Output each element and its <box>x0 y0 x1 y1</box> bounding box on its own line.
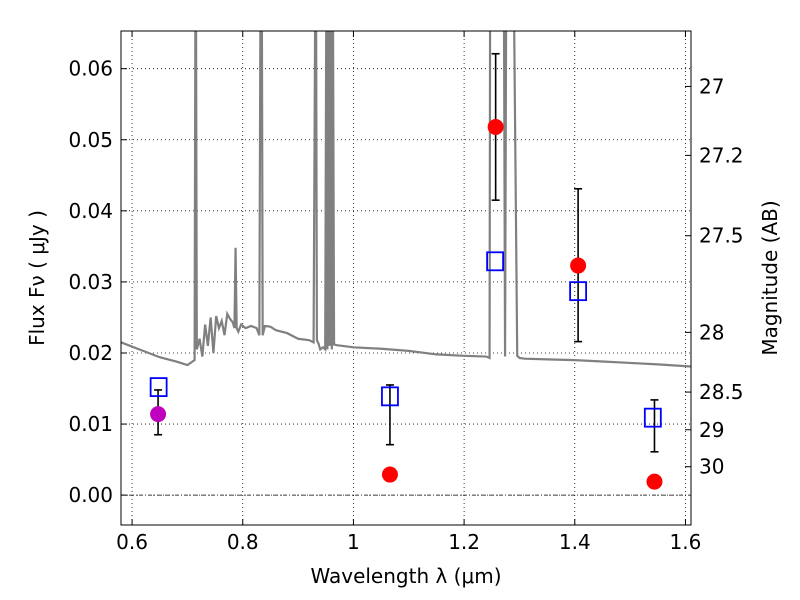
data-point <box>381 466 398 483</box>
data-point <box>646 473 663 490</box>
y-tick-label: 0.06 <box>68 57 113 81</box>
y-tick-label: 0.03 <box>68 270 113 294</box>
y-tick-label: 0.01 <box>68 412 113 436</box>
model-point <box>486 251 504 272</box>
data-point <box>570 257 587 274</box>
x-tick-label: 1.2 <box>448 530 480 554</box>
axis-ticks: 0.6 0.8 1 1.2 1.4 1.6 0.00 0.01 0.02 0.03 0.04 0.05… <box>68 31 744 554</box>
right-tick-label: 27.2 <box>699 143 744 167</box>
x-tick-label: 0.6 <box>116 530 148 554</box>
x-tick-label: 1 <box>347 530 360 554</box>
model-point <box>569 281 588 302</box>
y-tick-label: 0.02 <box>68 341 113 365</box>
right-tick-label: 28 <box>699 320 724 344</box>
right-tick-label: 29 <box>699 418 724 442</box>
model-point <box>381 386 399 407</box>
right-tick-label: 27 <box>699 74 724 98</box>
x-tick-label: 0.8 <box>227 530 259 554</box>
right-tick-label: 27.5 <box>699 224 744 248</box>
y-tick-label: 0.05 <box>68 128 113 152</box>
spectrum-line <box>121 31 691 368</box>
model-squares <box>149 251 662 428</box>
data-point <box>150 406 167 423</box>
model-point <box>149 377 168 398</box>
right-tick-label: 28.5 <box>699 380 744 404</box>
data-point <box>487 118 504 135</box>
model-point <box>643 407 662 428</box>
plot-frame <box>120 30 692 526</box>
x-tick-label: 1.4 <box>559 530 591 554</box>
data-points <box>150 118 663 490</box>
x-tick-label: 1.6 <box>670 530 702 554</box>
y-tick-label: 0.04 <box>68 199 113 223</box>
y-tick-label: 0.00 <box>68 483 113 507</box>
right-tick-label: 30 <box>699 455 724 479</box>
plot-area <box>121 31 691 525</box>
y-axis-right-label: Magnitude (AB) <box>758 200 782 355</box>
x-axis-label: Wavelength λ (μm) <box>310 564 501 588</box>
y-axis-label: Flux Fν ( μJy ) <box>25 210 49 346</box>
